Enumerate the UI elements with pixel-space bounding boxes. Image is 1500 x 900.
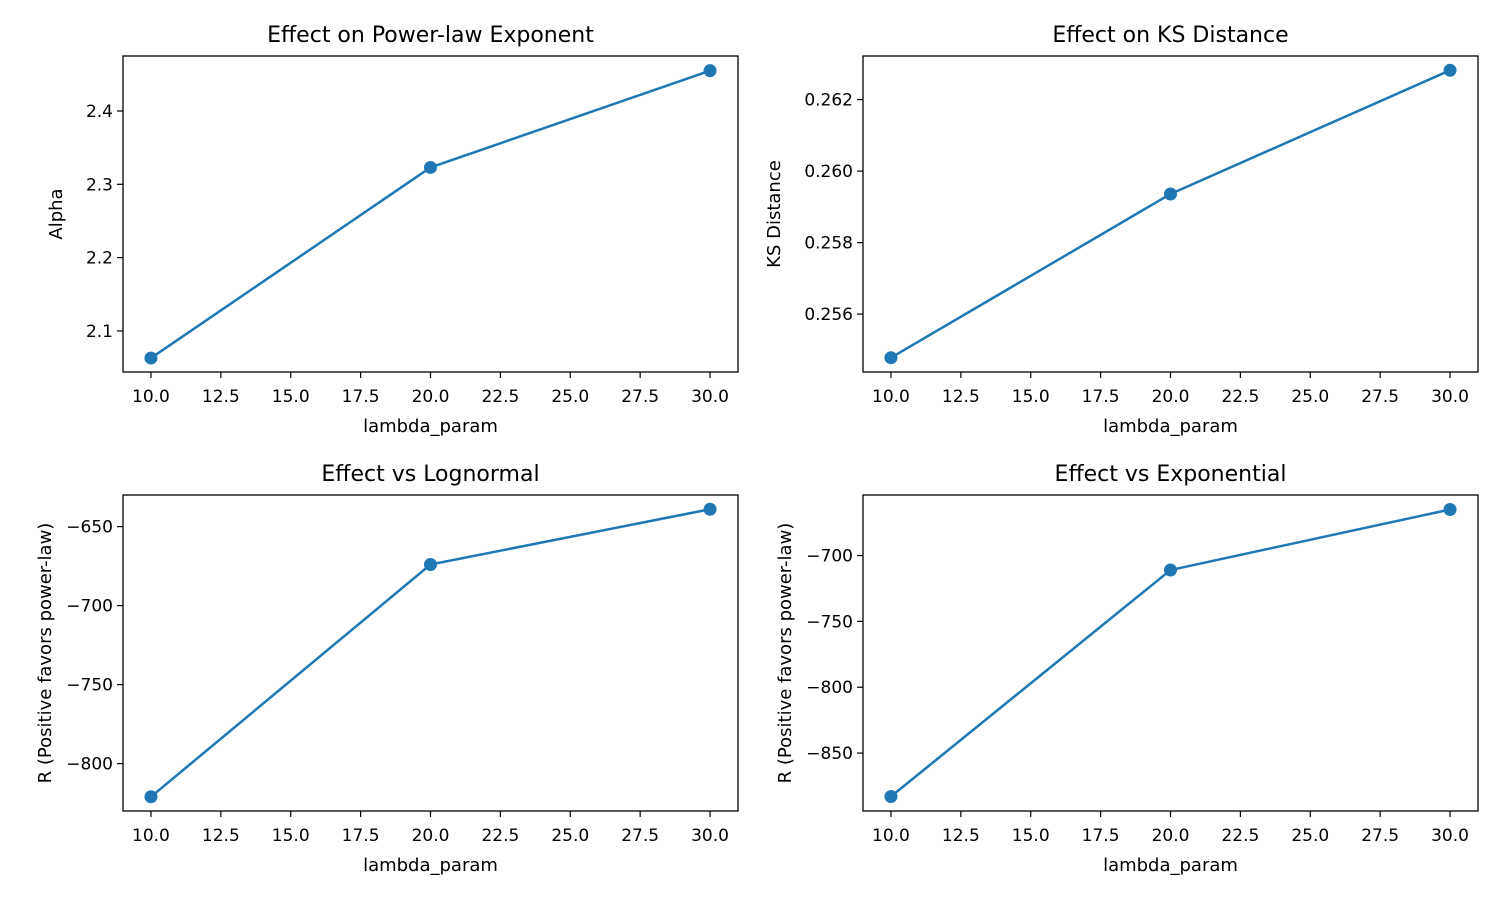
plot-frame [122, 55, 739, 373]
x-tick-label: 25.0 [1291, 826, 1329, 846]
x-tick-label: 15.0 [272, 387, 310, 407]
data-point [884, 351, 898, 365]
series-line [150, 69, 711, 360]
y-tick-label: −800 [806, 678, 853, 698]
x-tick-label: 15.0 [272, 826, 310, 846]
x-tick-label: 12.5 [942, 387, 980, 407]
subplot-3: Effect vs Lognormal 10.0 12.5 15.0 17.5 20.0 2… [35, 462, 739, 876]
x-tick-label: 27.5 [1361, 826, 1399, 846]
series-line [150, 507, 711, 798]
y-tick-label: 0.260 [804, 162, 853, 182]
data-point [1443, 502, 1457, 516]
x-tick-label: 12.5 [942, 826, 980, 846]
x-tick-label: 30.0 [691, 387, 729, 407]
x-tick-label: 12.5 [202, 387, 240, 407]
x-tick-label: 10.0 [132, 387, 170, 407]
x-tick-label: 10.0 [132, 826, 170, 846]
subplot-2: Effect on KS Distance 10.0 12.5 15.0 17.5 20.… [764, 23, 1479, 437]
x-tick-label: 17.5 [1082, 826, 1120, 846]
y-tick-label: 2.1 [86, 322, 113, 342]
x-tick-label: 20.0 [412, 387, 450, 407]
y-tick-label: 2.3 [86, 175, 113, 195]
x-tick-label: 17.5 [342, 387, 380, 407]
chart-title: Effect vs Exponential [1055, 462, 1287, 487]
series-line [890, 508, 1451, 798]
data-point [703, 502, 717, 516]
plot-frame [862, 494, 1479, 812]
y-tick-label: −650 [66, 518, 113, 538]
x-tick-label: 12.5 [202, 826, 240, 846]
y-axis-label: Alpha [46, 188, 67, 239]
series-line [890, 69, 1451, 359]
y-tick-label: 0.258 [804, 234, 853, 254]
x-tick-label: 30.0 [1431, 387, 1469, 407]
x-tick-label: 30.0 [691, 826, 729, 846]
x-tick-label: 27.5 [621, 826, 659, 846]
x-tick-label: 25.0 [1291, 387, 1329, 407]
data-point [144, 351, 158, 365]
chart-title: Effect on KS Distance [1052, 23, 1288, 48]
x-tick-label: 27.5 [1361, 387, 1399, 407]
x-axis-label: lambda_param [363, 855, 498, 876]
y-tick-label: −700 [66, 597, 113, 617]
x-tick-label: 20.0 [412, 826, 450, 846]
data-point [1164, 563, 1177, 577]
y-tick-label: 0.262 [804, 91, 853, 111]
x-tick-label: 22.5 [1221, 387, 1259, 407]
x-tick-label: 10.0 [872, 387, 910, 407]
data-point [424, 558, 437, 572]
x-tick-label: 10.0 [872, 826, 910, 846]
x-tick-label: 17.5 [1082, 387, 1120, 407]
y-axis-label: KS Distance [764, 160, 785, 268]
y-axis-label: R (Positive favors power-law) [775, 523, 796, 784]
x-axis-label: lambda_param [1103, 855, 1238, 876]
x-tick-label: 30.0 [1431, 826, 1469, 846]
subplot-4: Effect vs Exponential 10.0 12.5 15.0 17.5 20.… [775, 462, 1479, 876]
x-tick-label: 17.5 [342, 826, 380, 846]
y-tick-label: 2.2 [86, 249, 113, 269]
data-point [424, 160, 437, 174]
x-tick-label: 25.0 [551, 826, 589, 846]
x-tick-label: 27.5 [621, 387, 659, 407]
y-tick-label: −750 [806, 612, 853, 632]
x-tick-label: 22.5 [481, 387, 519, 407]
y-tick-label: 2.4 [86, 102, 113, 122]
y-tick-label: −700 [806, 547, 853, 567]
chart-title: Effect vs Lognormal [321, 462, 539, 487]
x-tick-label: 15.0 [1012, 387, 1050, 407]
data-point [703, 64, 717, 78]
chart-title: Effect on Power-law Exponent [267, 23, 594, 48]
data-point [1164, 187, 1177, 201]
x-axis-label: lambda_param [1103, 416, 1238, 437]
plot-frame [862, 55, 1479, 373]
x-tick-label: 20.0 [1152, 826, 1190, 846]
y-tick-label: 0.256 [804, 305, 853, 325]
x-tick-label: 22.5 [1221, 826, 1259, 846]
x-axis-label: lambda_param [363, 416, 498, 437]
y-tick-label: −800 [66, 755, 113, 775]
x-tick-label: 22.5 [481, 826, 519, 846]
y-axis-label: R (Positive favors power-law) [35, 523, 56, 784]
plot-frame [122, 494, 739, 812]
x-tick-label: 15.0 [1012, 826, 1050, 846]
x-tick-label: 20.0 [1152, 387, 1190, 407]
x-tick-label: 25.0 [551, 387, 589, 407]
data-point [1443, 63, 1457, 77]
y-tick-label: −850 [806, 744, 853, 764]
data-point [144, 790, 158, 804]
subplot-1: Effect on Power-law Exponent 10.0 12.5 15.0… [46, 23, 739, 437]
y-tick-label: −750 [66, 676, 113, 696]
data-point [884, 790, 898, 804]
